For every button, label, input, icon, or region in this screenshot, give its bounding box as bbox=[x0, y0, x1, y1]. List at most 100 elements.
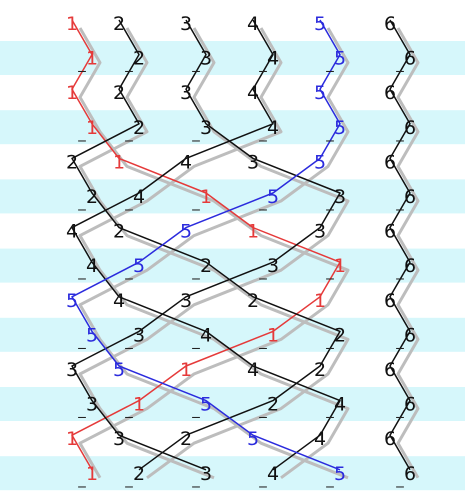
strand-number: 6 bbox=[384, 428, 396, 450]
strand-number: 1 bbox=[66, 13, 78, 35]
row-dash: _ bbox=[124, 331, 133, 350]
strand-number: 4 bbox=[267, 48, 279, 70]
strand-number: 2 bbox=[113, 13, 125, 35]
strand-number: 4 bbox=[133, 186, 145, 208]
guide-strand bbox=[396, 27, 420, 479]
guide-strand bbox=[78, 27, 350, 480]
strand-number: 2 bbox=[314, 359, 326, 381]
strand-3 bbox=[71, 19, 341, 471]
strand-number: 2 bbox=[334, 324, 346, 346]
guide-layer bbox=[78, 27, 420, 480]
strand-number: 6 bbox=[404, 324, 416, 346]
strand-number: 2 bbox=[86, 186, 98, 208]
background-band bbox=[0, 248, 465, 283]
strand-number: 6 bbox=[384, 359, 396, 381]
strand-number: 3 bbox=[247, 151, 259, 173]
strand-number: 6 bbox=[384, 290, 396, 312]
strand-number: 3 bbox=[180, 290, 192, 312]
strand-4 bbox=[71, 19, 341, 471]
row-dash: _ bbox=[395, 470, 404, 489]
strand-number: 1 bbox=[66, 82, 78, 104]
strand-number: 3 bbox=[66, 359, 78, 381]
row-dash: _ bbox=[258, 470, 267, 489]
row-dash: _ bbox=[258, 124, 267, 143]
strand-number: 5 bbox=[200, 394, 212, 416]
row-dash: _ bbox=[258, 193, 267, 212]
strand-number: 5 bbox=[334, 48, 346, 70]
strand-number: 3 bbox=[334, 186, 346, 208]
row-dash: _ bbox=[325, 262, 334, 281]
strand-number: 1 bbox=[247, 221, 259, 243]
strand-number: 4 bbox=[113, 290, 125, 312]
row-dash: _ bbox=[77, 331, 86, 350]
background-band bbox=[0, 387, 465, 421]
guide-strand bbox=[78, 27, 350, 480]
strand-number: 2 bbox=[66, 151, 78, 173]
strand-number: 6 bbox=[404, 48, 416, 70]
row-dash: _ bbox=[191, 193, 200, 212]
strand-number: 4 bbox=[247, 13, 259, 35]
row-dash: _ bbox=[325, 55, 334, 74]
strand-number: 2 bbox=[180, 428, 192, 450]
strand-number: 4 bbox=[334, 394, 346, 416]
strand-number: 4 bbox=[247, 82, 259, 104]
row-dash: _ bbox=[124, 55, 133, 74]
strand-number: 4 bbox=[314, 428, 326, 450]
row-dash: _ bbox=[258, 55, 267, 74]
strand-number: 1 bbox=[314, 290, 326, 312]
strand-number: 1 bbox=[334, 255, 346, 277]
strand-number: 6 bbox=[384, 151, 396, 173]
strand-number: 5 bbox=[334, 117, 346, 139]
strand-number: 6 bbox=[404, 117, 416, 139]
guide-strand bbox=[78, 27, 350, 480]
background-band bbox=[0, 179, 465, 214]
strand-number: 1 bbox=[200, 186, 212, 208]
strand-number: 4 bbox=[86, 255, 98, 277]
strand-number: 4 bbox=[247, 359, 259, 381]
row-dash: _ bbox=[77, 401, 86, 420]
strand-number: 4 bbox=[267, 463, 279, 485]
row-dash: _ bbox=[77, 124, 86, 143]
strand-number: 1 bbox=[66, 428, 78, 450]
strand-number: 5 bbox=[86, 324, 98, 346]
row-dash: _ bbox=[191, 331, 200, 350]
strand-number: 2 bbox=[200, 255, 212, 277]
row-dash: _ bbox=[258, 331, 267, 350]
row-dash: _ bbox=[191, 55, 200, 74]
strand-number: 2 bbox=[133, 117, 145, 139]
row-dash: _ bbox=[395, 124, 404, 143]
row-dash: _ bbox=[258, 262, 267, 281]
strand-number: 5 bbox=[113, 359, 125, 381]
row-dash: _ bbox=[77, 193, 86, 212]
strand-number: 3 bbox=[113, 428, 125, 450]
row-dash: _ bbox=[124, 401, 133, 420]
row-dash: _ bbox=[77, 470, 86, 489]
strand-number: 1 bbox=[86, 48, 98, 70]
strand-number: 6 bbox=[404, 394, 416, 416]
strand-number: 3 bbox=[180, 82, 192, 104]
row-dash: _ bbox=[124, 262, 133, 281]
strand-number: 3 bbox=[200, 117, 212, 139]
row-dash: _ bbox=[325, 124, 334, 143]
strand-number: 1 bbox=[133, 394, 145, 416]
strand-number: 3 bbox=[133, 324, 145, 346]
strand-number: 6 bbox=[404, 463, 416, 485]
strand-number: 1 bbox=[267, 324, 279, 346]
strand-number: 6 bbox=[384, 82, 396, 104]
row-dash: _ bbox=[124, 193, 133, 212]
strand-6 bbox=[389, 19, 411, 471]
strand-number: 6 bbox=[404, 186, 416, 208]
row-dash: _ bbox=[395, 262, 404, 281]
strand-number: 2 bbox=[133, 48, 145, 70]
strand-number: 6 bbox=[384, 13, 396, 35]
strand-number: 3 bbox=[180, 13, 192, 35]
strand-number: 2 bbox=[267, 394, 279, 416]
strand-number: 2 bbox=[133, 463, 145, 485]
strand-number: 5 bbox=[66, 290, 78, 312]
strand-number: 5 bbox=[133, 255, 145, 277]
row-dash: _ bbox=[325, 470, 334, 489]
row-dash: _ bbox=[395, 331, 404, 350]
strand-number: 4 bbox=[200, 324, 212, 346]
strand-number: 5 bbox=[314, 13, 326, 35]
